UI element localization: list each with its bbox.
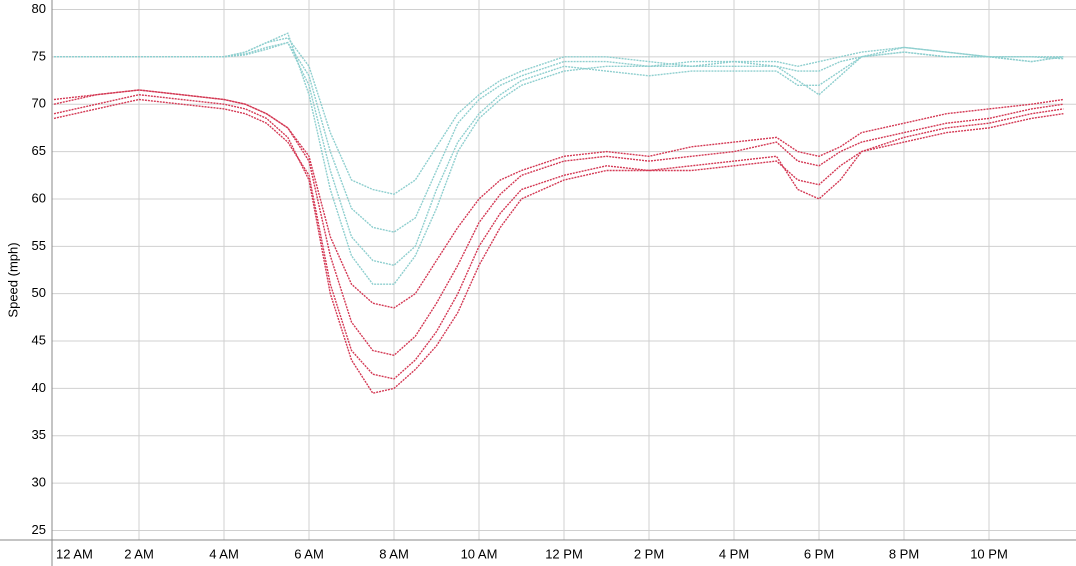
y-tick-label: 40 — [32, 380, 46, 395]
y-tick-label: 70 — [32, 96, 46, 111]
x-tick-label: 10 PM — [970, 546, 1008, 561]
y-tick-label: 50 — [32, 285, 46, 300]
y-axis-title: Speed (mph) — [5, 242, 20, 317]
y-tick-label: 45 — [32, 332, 46, 347]
series-line — [54, 37, 1064, 195]
series-line — [54, 32, 1064, 285]
x-tick-label: 6 AM — [294, 546, 324, 561]
series-line — [53, 89, 1064, 309]
y-tick-label: 25 — [32, 522, 46, 537]
y-tick-label: 80 — [32, 1, 46, 16]
series-line — [54, 41, 1064, 267]
y-tick-label: 60 — [32, 190, 46, 205]
y-tick-label: 35 — [32, 427, 46, 442]
x-tick-label: 4 AM — [209, 546, 239, 561]
series-line — [53, 93, 1064, 394]
x-tick-label: 10 AM — [461, 546, 498, 561]
x-tick-label: 2 PM — [634, 546, 664, 561]
y-tick-label: 75 — [32, 48, 46, 63]
series-line — [54, 41, 1064, 233]
y-tick-label: 65 — [32, 143, 46, 158]
x-tick-label: 8 AM — [379, 546, 409, 561]
x-tick-label: 12 PM — [545, 546, 583, 561]
x-tick-label: 2 AM — [124, 546, 154, 561]
y-tick-label: 55 — [32, 238, 46, 253]
x-tick-label: 8 PM — [889, 546, 919, 561]
x-tick-label: 6 PM — [804, 546, 834, 561]
y-tick-label: 30 — [32, 475, 46, 490]
x-tick-label: 4 PM — [719, 546, 749, 561]
x-tick-label: 12 AM — [56, 546, 93, 561]
